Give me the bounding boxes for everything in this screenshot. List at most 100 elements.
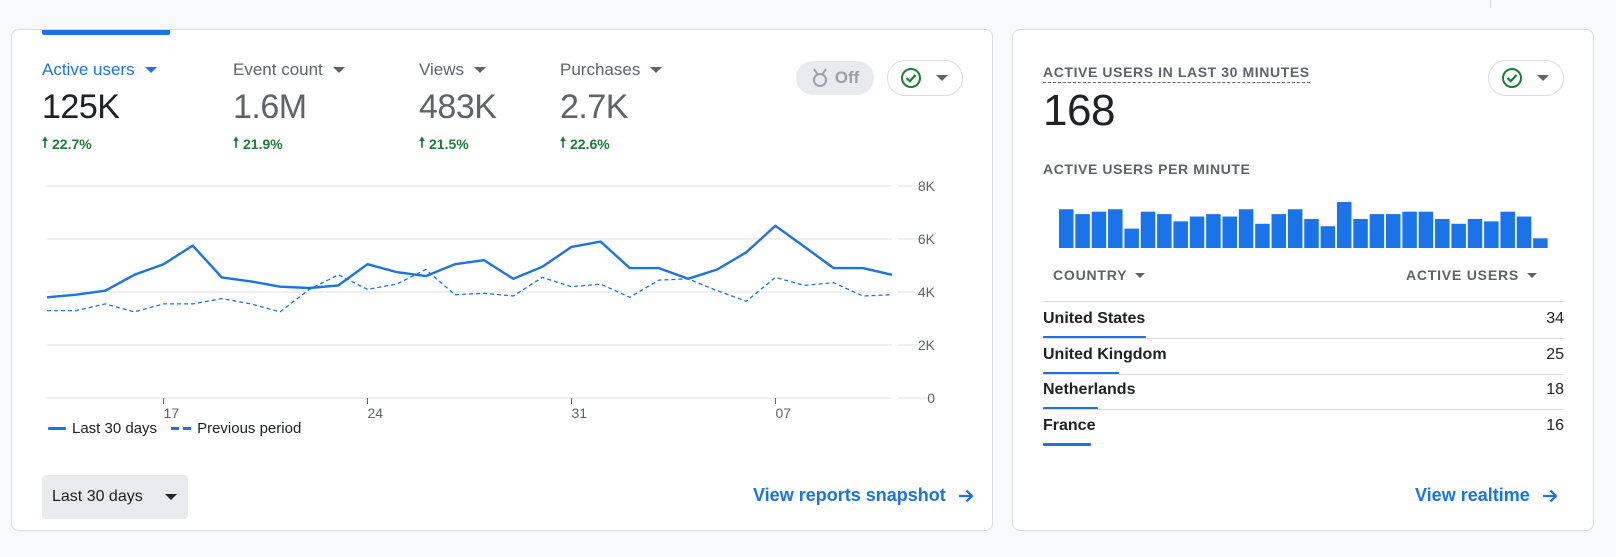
country-name: Netherlands <box>1043 381 1136 398</box>
metric-name: Active users <box>42 60 135 79</box>
caret-down-icon[interactable] <box>144 67 157 73</box>
y-tick-label: 0 <box>927 390 935 406</box>
metric-tab-active-users[interactable]: Active users 125K 🠕 22.7% <box>42 30 192 160</box>
award-icon <box>812 68 827 87</box>
share-bar <box>1043 407 1098 410</box>
per-minute-bar <box>1238 209 1254 248</box>
metric-tab-event-count[interactable]: Event count 1.6M 🠕 21.9% <box>233 30 383 160</box>
per-minute-bar <box>1091 211 1107 248</box>
per-minute-bar <box>1173 221 1188 248</box>
metric-value: 483K <box>419 88 497 126</box>
table-divider <box>1043 338 1564 339</box>
line-chart: 8K 6K 4K 2K 0 17Aug 24 31 07Sep <box>46 180 936 420</box>
metric-delta: 21.9% <box>243 136 283 152</box>
metric-tab-views[interactable]: Views 483K 🠕 21.5% <box>419 30 539 160</box>
country-name: United Kingdom <box>1043 345 1167 363</box>
y-tick-label: 4K <box>918 284 936 300</box>
arrow-up-icon: 🠕 <box>42 134 49 150</box>
per-minute-bar <box>1451 223 1466 248</box>
caret-down-icon[interactable] <box>650 67 663 73</box>
y-tick-label: 8K <box>918 180 936 194</box>
active-users-count: 18 <box>1546 381 1564 398</box>
caret-down-icon <box>164 494 177 500</box>
per-minute-bar <box>1336 202 1352 248</box>
share-bar <box>1043 336 1146 339</box>
view-reports-snapshot-link[interactable]: View reports snapshot <box>753 485 976 506</box>
table-row: United Kingdom 25 <box>1043 338 1564 375</box>
country-name: France <box>1043 416 1096 434</box>
status-dropdown[interactable] <box>1488 60 1564 96</box>
per-minute-bar <box>1418 211 1434 248</box>
per-minute-bar <box>1353 218 1368 248</box>
chart-legend: Last 30 days Previous period <box>48 420 301 437</box>
per-minute-bar <box>1140 211 1156 248</box>
arrow-up-icon: 🠕 <box>419 134 426 150</box>
metric-name: Purchases <box>560 60 641 79</box>
x-tick-label: 07 <box>775 405 791 420</box>
legend-swatch-dashed <box>171 427 192 430</box>
date-range-select[interactable]: Last 30 days <box>42 475 188 519</box>
caret-down-icon <box>1135 272 1146 278</box>
arrow-up-icon: 🠕 <box>560 134 567 150</box>
date-range-value: Last 30 days <box>52 488 143 505</box>
view-realtime-link[interactable]: View realtime <box>1415 485 1560 506</box>
x-tick-label: 24 <box>368 405 384 420</box>
metric-tab-purchases[interactable]: Purchases 2.7K 🠕 22.6% <box>560 30 690 160</box>
per-minute-bar <box>1206 214 1221 248</box>
per-minute-bar <box>1189 216 1205 248</box>
status-dropdown[interactable] <box>887 60 963 96</box>
arrow-right-icon <box>958 489 974 502</box>
per-minute-bar <box>1500 211 1515 248</box>
per-minute-bar <box>1271 214 1287 248</box>
overview-card: Active users 125K 🠕 22.7% Event count 1.6… <box>11 29 993 531</box>
per-minute-bar <box>1402 211 1417 248</box>
country-name: United States <box>1043 310 1146 327</box>
metric-name: Views <box>419 60 465 79</box>
metric-value: 2.7K <box>560 88 628 126</box>
per-minute-bar <box>1222 216 1237 248</box>
table-divider <box>1043 373 1564 375</box>
per-minute-bar <box>1386 214 1401 248</box>
legend-swatch-solid <box>48 427 66 430</box>
header-divider <box>1490 0 1491 8</box>
realtime-title[interactable]: ACTIVE USERS IN LAST 30 MINUTES <box>1043 64 1310 83</box>
series-last-30-days <box>46 224 893 299</box>
metric-delta: 22.7% <box>52 136 92 152</box>
caret-down-icon[interactable] <box>474 67 487 73</box>
toggle-label: Off <box>834 68 860 87</box>
realtime-active-users-value: 168 <box>1043 86 1115 135</box>
selected-tab-indicator <box>42 30 170 35</box>
active-users-count: 16 <box>1546 416 1564 434</box>
y-tick-label: 6K <box>918 231 936 247</box>
table-row: Netherlands 18 <box>1043 373 1564 410</box>
table-divider <box>1043 409 1564 410</box>
per-minute-bar <box>1075 214 1090 248</box>
column-header-country[interactable]: COUNTRY <box>1053 267 1146 283</box>
table-row: United States 34 <box>1043 302 1564 339</box>
per-minute-bar <box>1533 238 1548 248</box>
x-tick-month-label: Sep <box>775 419 800 420</box>
x-tick-label: 31 <box>571 405 587 420</box>
arrow-right-icon <box>1542 489 1558 502</box>
x-tick-label: 17 <box>164 405 180 420</box>
per-minute-bar <box>1157 214 1172 248</box>
per-minute-bar-chart <box>1059 202 1548 248</box>
table-divider <box>1043 301 1564 302</box>
caret-down-icon <box>1527 272 1537 278</box>
share-bar <box>1043 442 1092 446</box>
per-minute-bar <box>1287 209 1303 248</box>
metric-delta: 22.6% <box>570 136 610 152</box>
per-minute-label: ACTIVE USERS PER MINUTE <box>1043 161 1251 177</box>
caret-down-icon[interactable] <box>332 67 345 73</box>
check-circle-icon <box>901 68 921 88</box>
per-minute-bar <box>1255 223 1270 248</box>
insights-toggle[interactable]: Off <box>796 61 874 95</box>
metric-value: 125K <box>42 88 120 126</box>
arrow-up-icon: 🠕 <box>233 134 240 150</box>
legend-item-current: Last 30 days <box>48 420 157 437</box>
per-minute-bar <box>1320 226 1336 248</box>
column-header-active-users[interactable]: ACTIVE USERS <box>1406 267 1537 283</box>
check-circle-icon <box>1502 68 1522 88</box>
per-minute-bar <box>1124 228 1139 248</box>
per-minute-bar <box>1369 214 1385 248</box>
